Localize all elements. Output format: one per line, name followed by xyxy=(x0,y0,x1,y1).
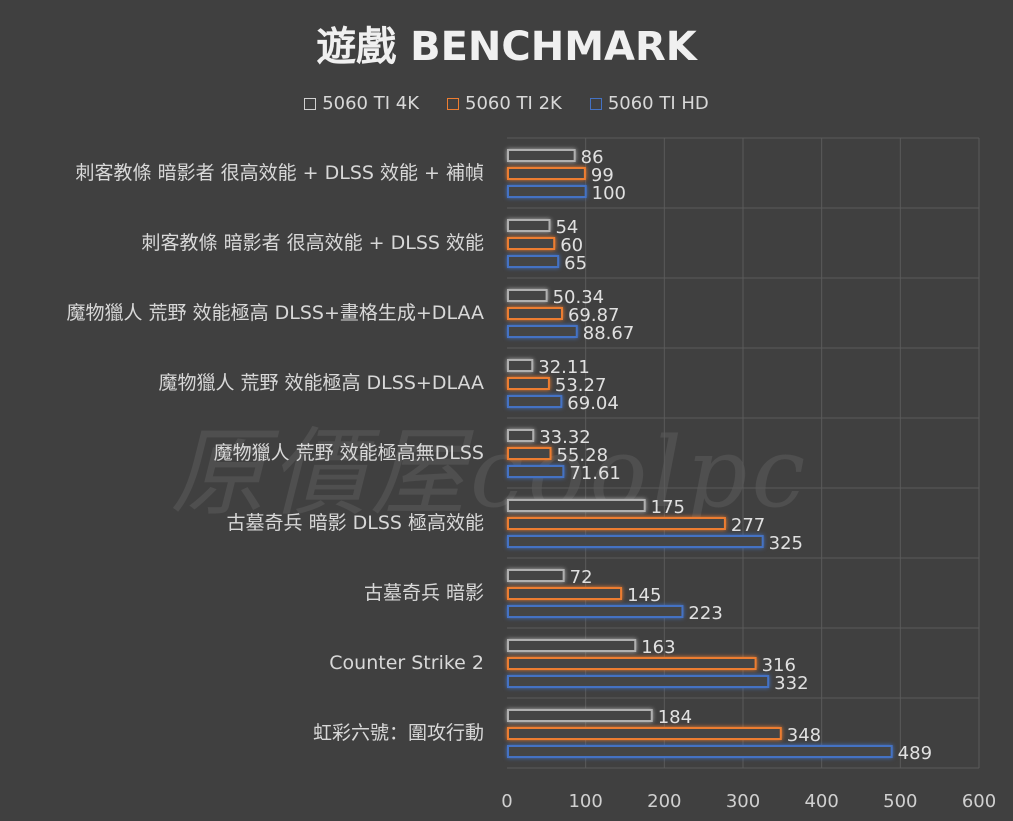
category-label: 古墓奇兵 暗影 DLSS 極高效能 xyxy=(227,512,484,534)
data-label: 33.32 xyxy=(539,427,591,448)
legend-item-2k: 5060 TI 2K xyxy=(447,93,562,114)
bar-5060-ti-2k xyxy=(507,307,563,320)
legend-swatch xyxy=(589,97,602,110)
category-label: 刺客教條 暗影者 很高效能 + DLSS 效能 xyxy=(142,232,484,254)
data-label: 60 xyxy=(560,235,583,256)
bar-5060-ti-2k xyxy=(507,727,782,740)
data-label: 69.04 xyxy=(567,393,619,414)
x-tick-label: 600 xyxy=(962,791,996,812)
category-label: 魔物獵人 荒野 效能極高無DLSS xyxy=(214,442,484,464)
data-label: 53.27 xyxy=(555,375,607,396)
category-label: 刺客教條 暗影者 很高效能 + DLSS 效能 + 補幀 xyxy=(76,162,484,184)
data-label: 54 xyxy=(555,217,578,238)
legend-label: 5060 TI 4K xyxy=(322,93,420,114)
category-label: 魔物獵人 荒野 效能極高 DLSS+畫格生成+DLAA xyxy=(67,302,484,324)
data-label: 86 xyxy=(581,147,604,168)
bar-5060-ti-hd xyxy=(507,675,770,688)
legend-label: 5060 TI HD xyxy=(607,93,709,114)
bar-5060-ti-hd xyxy=(507,465,565,478)
x-tick-label: 400 xyxy=(804,791,838,812)
bar-5060-ti-2k xyxy=(507,587,623,600)
data-label: 316 xyxy=(762,655,796,676)
data-label: 489 xyxy=(898,743,932,764)
legend-label: 5060 TI 2K xyxy=(465,93,562,114)
legend-swatch xyxy=(447,97,460,110)
legend-swatch xyxy=(304,97,317,110)
data-label: 277 xyxy=(731,515,765,536)
bar-5060-ti-4k xyxy=(507,569,565,582)
bar-5060-ti-hd xyxy=(507,395,563,408)
data-label: 88.67 xyxy=(583,323,635,344)
bar-5060-ti-2k xyxy=(507,657,757,670)
data-label: 72 xyxy=(570,567,593,588)
bar-5060-ti-4k xyxy=(507,499,646,512)
bar-5060-ti-2k xyxy=(507,237,556,250)
data-label: 175 xyxy=(651,497,685,518)
data-label: 332 xyxy=(774,673,808,694)
bar-5060-ti-4k xyxy=(507,359,534,372)
data-label: 69.87 xyxy=(568,305,620,326)
bar-5060-ti-4k xyxy=(507,149,576,162)
category-label: 虹彩六號：圍攻行動 xyxy=(313,722,484,744)
legend-item-hd: 5060 TI HD xyxy=(589,93,709,114)
bar-5060-ti-hd xyxy=(507,185,587,198)
bar-5060-ti-hd xyxy=(507,745,893,758)
data-label: 184 xyxy=(658,707,692,728)
data-label: 348 xyxy=(787,725,821,746)
bar-5060-ti-4k xyxy=(507,429,535,442)
bar-5060-ti-4k xyxy=(507,639,637,652)
data-label: 145 xyxy=(627,585,661,606)
chart-title: 遊戲 BENCHMARK xyxy=(316,24,697,70)
bar-5060-ti-2k xyxy=(507,447,552,460)
data-label: 32.11 xyxy=(538,357,590,378)
bar-5060-ti-2k xyxy=(507,377,550,390)
category-label: 魔物獵人 荒野 效能極高 DLSS+DLAA xyxy=(158,372,484,394)
x-tick-label: 100 xyxy=(568,791,602,812)
category-label: Counter Strike 2 xyxy=(329,652,484,674)
x-tick-label: 500 xyxy=(883,791,917,812)
bar-5060-ti-4k xyxy=(507,709,653,722)
data-label: 50.34 xyxy=(553,287,605,308)
legend-item-4k: 5060 TI 4K xyxy=(304,93,419,114)
bar-5060-ti-4k xyxy=(507,219,551,232)
data-label: 55.28 xyxy=(556,445,608,466)
watermark-logo: 原價屋coolpc xyxy=(170,417,810,529)
bar-5060-ti-2k xyxy=(507,517,726,530)
legend: 5060 TI 4K 5060 TI 2K 5060 TI HD xyxy=(0,93,1013,114)
x-tick-label: 300 xyxy=(726,791,760,812)
bar-5060-ti-2k xyxy=(507,167,586,180)
bar-5060-ti-hd xyxy=(507,535,764,548)
x-tick-label: 200 xyxy=(647,791,681,812)
data-label: 325 xyxy=(769,533,803,554)
data-label: 71.61 xyxy=(569,463,621,484)
data-label: 163 xyxy=(641,637,675,658)
bar-5060-ti-hd xyxy=(507,605,684,618)
bar-5060-ti-4k xyxy=(507,289,548,302)
x-tick-label: 0 xyxy=(501,791,512,812)
data-label: 223 xyxy=(688,603,722,624)
bar-5060-ti-hd xyxy=(507,255,560,268)
category-label: 古墓奇兵 暗影 xyxy=(364,582,484,604)
data-label: 65 xyxy=(564,253,587,274)
data-label: 100 xyxy=(592,183,626,204)
bar-5060-ti-hd xyxy=(507,325,578,338)
data-label: 99 xyxy=(591,165,614,186)
